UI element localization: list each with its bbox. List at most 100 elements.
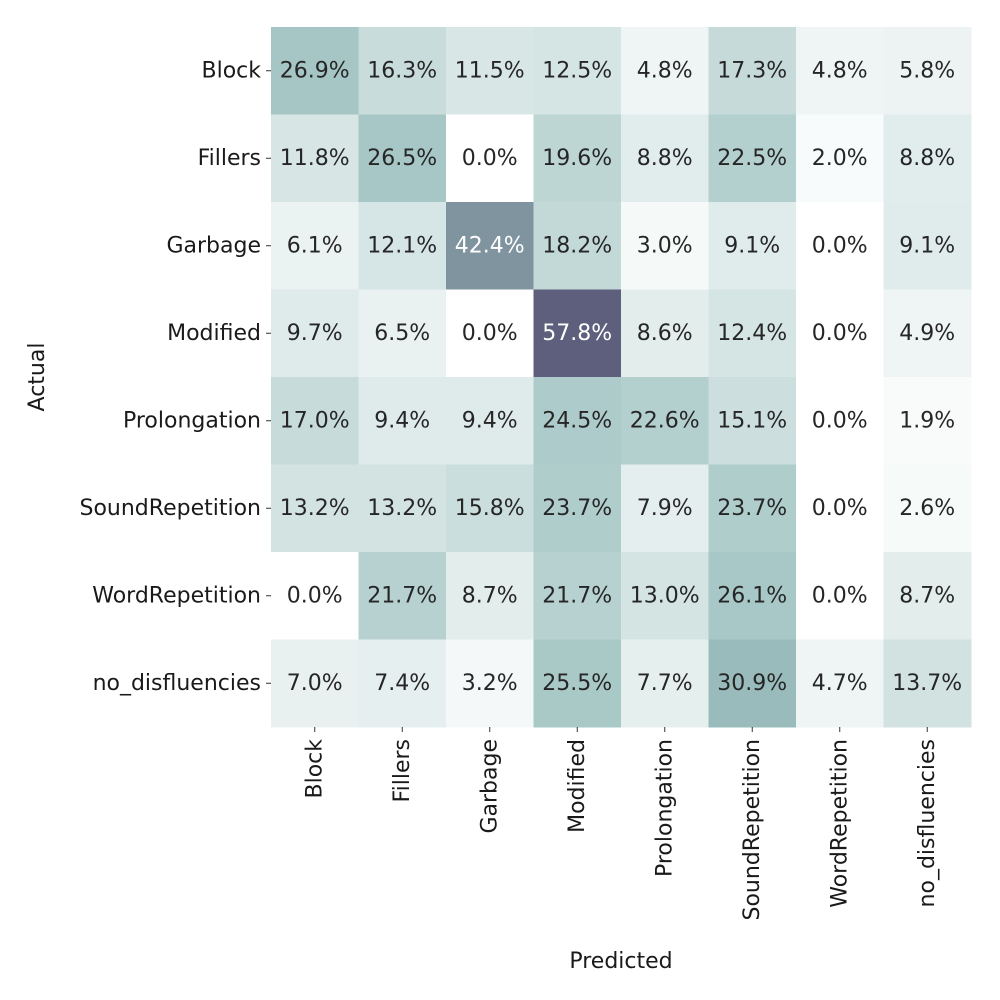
cell-value-label: 12.5%	[542, 58, 612, 83]
heatmap-cell	[533, 27, 622, 115]
x-axis-label: Predicted	[569, 949, 672, 974]
cell-value-label: 8.7%	[899, 583, 955, 608]
cell-value-label: 8.6%	[637, 321, 693, 346]
heatmap-cell	[883, 27, 972, 115]
heatmap-cell	[446, 639, 534, 728]
cell-value-label: 8.8%	[899, 146, 955, 171]
heatmap-cell	[533, 464, 622, 553]
heatmap-cell	[446, 464, 534, 553]
x-tick-label: Fillers	[390, 739, 415, 802]
cell-value-label: 42.4%	[455, 233, 525, 258]
cell-value-label: 17.3%	[717, 58, 787, 83]
heatmap-cell	[358, 552, 447, 640]
heatmap-cell	[446, 27, 534, 115]
heatmap-cell	[621, 27, 709, 115]
cell-value-label: 13.2%	[367, 496, 437, 521]
heatmap-cell	[358, 114, 447, 203]
heatmap-cell	[796, 639, 884, 728]
heatmap-cell	[883, 639, 972, 728]
x-tick-label: Modified	[565, 739, 590, 833]
cell-value-label: 0.0%	[812, 321, 868, 346]
cell-value-label: 21.7%	[367, 583, 437, 608]
heatmap-cell	[708, 114, 797, 203]
heatmap-cell	[271, 27, 359, 115]
heatmap-cell	[796, 27, 884, 115]
heatmap-cell	[621, 639, 709, 728]
cell-value-label: 0.0%	[462, 146, 518, 171]
heatmap-cell	[883, 377, 972, 465]
heatmap-cell	[358, 464, 447, 553]
cell-value-label: 0.0%	[812, 233, 868, 258]
heatmap-cell	[708, 639, 797, 728]
heatmap-cell	[708, 202, 797, 290]
cell-value-label: 5.8%	[899, 58, 955, 83]
cell-value-label: 3.2%	[462, 671, 518, 696]
cell-value-label: 24.5%	[542, 408, 612, 433]
heatmap-cell	[533, 114, 622, 203]
heatmap-cell	[708, 27, 797, 115]
heatmap-cell	[621, 552, 709, 640]
cell-value-label: 6.5%	[374, 321, 430, 346]
heatmap-cell	[358, 639, 447, 728]
heatmap-cell	[271, 114, 359, 203]
heatmap-cell	[796, 202, 884, 290]
cell-value-label: 26.9%	[280, 58, 350, 83]
cell-value-label: 11.8%	[280, 146, 350, 171]
cell-value-label: 4.8%	[812, 58, 868, 83]
cell-value-label: 25.5%	[542, 671, 612, 696]
cell-value-label: 22.6%	[630, 408, 700, 433]
cell-value-label: 21.7%	[542, 583, 612, 608]
cell-value-label: 13.7%	[892, 671, 962, 696]
cell-value-label: 2.0%	[812, 146, 868, 171]
heatmap-cell	[883, 552, 972, 640]
y-tick-label: Modified	[167, 321, 261, 346]
cell-value-label: 0.0%	[812, 583, 868, 608]
cell-value-label: 1.9%	[899, 408, 955, 433]
heatmap-cell	[533, 289, 622, 378]
cell-value-label: 3.0%	[637, 233, 693, 258]
heatmap-cell	[621, 114, 709, 203]
cell-value-label: 13.0%	[630, 583, 700, 608]
heatmap-cell	[271, 377, 359, 465]
heatmap-cell	[533, 639, 622, 728]
x-tick-label: no_disfluencies	[915, 739, 940, 907]
heatmap-cell	[796, 464, 884, 553]
heatmap-cell	[446, 289, 534, 378]
y-tick-label: Garbage	[166, 233, 261, 258]
heatmap-cell	[883, 464, 972, 553]
y-tick-label: Prolongation	[123, 408, 261, 433]
heatmap-cell	[358, 289, 447, 378]
cell-value-label: 15.8%	[455, 496, 525, 521]
cell-value-label: 16.3%	[367, 58, 437, 83]
heatmap-cells	[271, 27, 972, 728]
cell-value-label: 0.0%	[462, 321, 518, 346]
heatmap-cell	[796, 377, 884, 465]
cell-value-label: 4.9%	[899, 321, 955, 346]
cell-value-label: 57.8%	[542, 321, 612, 346]
cell-value-label: 9.7%	[287, 321, 343, 346]
cell-value-label: 12.4%	[717, 321, 787, 346]
heatmap-cell	[358, 27, 447, 115]
cell-value-label: 9.1%	[899, 233, 955, 258]
cell-value-label: 7.4%	[374, 671, 430, 696]
heatmap-cell	[533, 202, 622, 290]
heatmap-cell	[621, 289, 709, 378]
x-tick-label: SoundRepetition	[740, 739, 765, 921]
cell-value-label: 7.7%	[637, 671, 693, 696]
heatmap-cell	[271, 289, 359, 378]
cell-value-label: 0.0%	[812, 408, 868, 433]
cell-value-label: 22.5%	[717, 146, 787, 171]
heatmap-cell	[883, 114, 972, 203]
y-axis: Block Fillers Garbage Modified Prolongation S…	[80, 58, 271, 696]
cell-value-label: 8.7%	[462, 583, 518, 608]
x-tick-label: WordRepetition	[827, 739, 852, 908]
cell-value-label: 17.0%	[280, 408, 350, 433]
heatmap-cell-labels: 26.9% 16.3% 11.5% 12.5% 4.8% 17.3% 4.8% 5.8% 11.…	[280, 58, 962, 696]
cell-value-label: 18.2%	[542, 233, 612, 258]
x-tick-label: Prolongation	[652, 739, 677, 877]
y-tick-label: WordRepetition	[92, 583, 261, 608]
heatmap-cell	[533, 377, 622, 465]
cell-value-label: 7.0%	[287, 671, 343, 696]
cell-value-label: 6.1%	[287, 233, 343, 258]
